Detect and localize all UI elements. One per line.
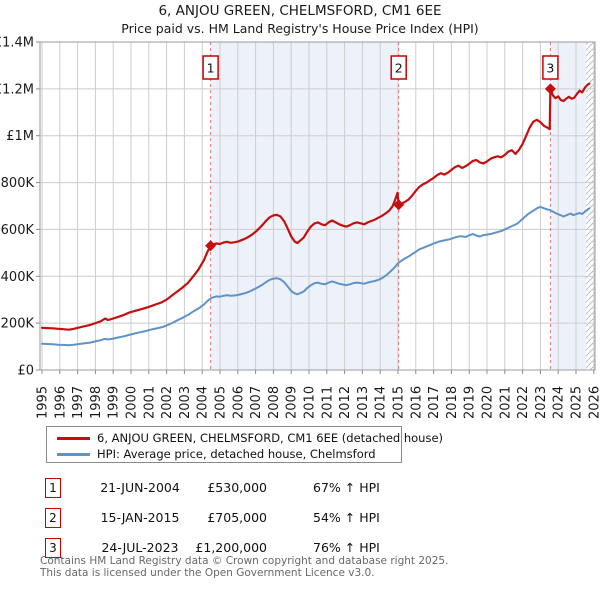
license-line-2: This data is licensed under the Open Gov… xyxy=(40,566,375,579)
sale-date: 24-JUL-2023 xyxy=(101,540,179,555)
x-tick-label: 1999 xyxy=(107,386,122,419)
x-tick-label: 2010 xyxy=(303,386,318,419)
y-tick-label: £800K xyxy=(0,176,34,191)
license-note: Contains HM Land Registry data © Crown c… xyxy=(40,555,600,579)
sale-row: 3 24-JUL-2023 £1,200,000 76% ↑ HPI xyxy=(0,534,600,564)
sale-row: 2 15-JAN-2015 £705,000 54% ↑ HPI xyxy=(0,504,600,534)
x-tick-label: 2011 xyxy=(320,386,335,419)
sale-row: 1 21-JUN-2004 £530,000 67% ↑ HPI xyxy=(0,474,600,504)
y-tick-label: £1.4M xyxy=(0,36,34,51)
sale-number: 3 xyxy=(546,61,554,76)
page-title: 6, ANJOU GREEN, CHELMSFORD, CM1 6EE xyxy=(158,3,442,19)
x-tick-label: 2023 xyxy=(534,386,549,419)
x-tick-label: 2002 xyxy=(160,386,175,419)
x-tick-label: 2006 xyxy=(231,386,246,419)
x-tick-label: 2012 xyxy=(338,386,353,419)
y-tick-label: £0 xyxy=(17,364,34,379)
sale-number-badge: 3 xyxy=(45,538,61,558)
price-history-chart: 1995 1996 1997 1998 1999 2000 2001 2002 2003 2004… xyxy=(0,36,600,420)
property-price-line xyxy=(40,82,591,331)
hpi-line-swatch xyxy=(57,452,90,456)
x-tick-label: 2026 xyxy=(587,386,600,419)
page-subtitle: Price paid vs. HM Land Registry's House … xyxy=(121,21,479,36)
sale-number: 2 xyxy=(395,61,403,76)
sale-number-box xyxy=(202,55,219,80)
sale-date: 15-JAN-2015 xyxy=(100,510,180,525)
legend-item-hpi: HPI: Average price, detached house, Chel… xyxy=(47,446,401,462)
y-tick-label: £1.2M xyxy=(0,82,34,97)
ownership-shade xyxy=(210,42,399,370)
sale-number-badge: 1 xyxy=(45,478,61,498)
x-tick-label: 2000 xyxy=(125,386,140,419)
sale-marker-diamond xyxy=(393,199,405,211)
sale-price: £530,000 xyxy=(207,480,267,495)
x-tick-label: 2005 xyxy=(214,386,229,419)
x-tick-label: 2003 xyxy=(178,386,193,419)
x-tick-label: 2019 xyxy=(463,386,478,419)
sale-number-badge: 2 xyxy=(45,508,61,528)
x-tick-label: 2020 xyxy=(481,386,496,419)
legend: 6, ANJOU GREEN, CHELMSFORD, CM1 6EE (det… xyxy=(46,426,443,463)
x-tick-label: 1996 xyxy=(53,386,68,419)
x-tick-label: 2001 xyxy=(142,386,157,419)
y-tick-label: £600K xyxy=(0,223,34,238)
x-tick-label: 2014 xyxy=(374,386,389,419)
x-tick-label: 1995 xyxy=(36,386,51,419)
x-tick-label: 1997 xyxy=(71,386,86,419)
x-tick-label: 2016 xyxy=(409,386,424,419)
x-tick-label: 2004 xyxy=(196,386,211,419)
y-tick-label: £200K xyxy=(0,317,34,332)
x-tick-label: 2009 xyxy=(285,386,300,419)
sale-price: £705,000 xyxy=(207,510,267,525)
legend-item-property: 6, ANJOU GREEN, CHELMSFORD, CM1 6EE (det… xyxy=(47,430,443,446)
x-tick-label: 2022 xyxy=(516,386,531,419)
sale-date: 21-JUN-2004 xyxy=(100,480,180,495)
sale-number-box xyxy=(542,55,559,80)
x-tick-label: 2008 xyxy=(267,386,282,419)
x-tick-label: 2013 xyxy=(356,386,371,419)
sale-vs-hpi: 54% ↑ HPI xyxy=(313,510,380,525)
x-tick-label: 2007 xyxy=(249,386,264,419)
property-line-swatch xyxy=(57,436,90,440)
sale-vs-hpi: 67% ↑ HPI xyxy=(313,480,380,495)
sale-number-box xyxy=(390,55,407,80)
x-tick-label: 2015 xyxy=(392,386,407,419)
y-tick-label: £400K xyxy=(0,270,34,285)
x-tick-label: 2017 xyxy=(427,386,442,419)
hpi-average-line xyxy=(41,205,591,347)
x-tick-label: 2025 xyxy=(570,386,585,419)
sale-marker-diamond xyxy=(205,240,217,252)
sale-vs-hpi: 76% ↑ HPI xyxy=(313,540,380,555)
sale-number: 1 xyxy=(207,61,215,76)
x-tick-label: 2021 xyxy=(498,386,513,419)
future-hatch xyxy=(585,42,595,370)
license-line-1: Contains HM Land Registry data © Crown c… xyxy=(40,555,449,567)
sale-price: £1,200,000 xyxy=(195,540,267,555)
x-tick-label: 2024 xyxy=(552,386,567,419)
legend-label-property: 6, ANJOU GREEN, CHELMSFORD, CM1 6EE (det… xyxy=(97,431,444,445)
y-tick-label: £1M xyxy=(6,129,34,144)
x-tick-label: 1998 xyxy=(89,386,104,419)
x-tick-label: 2018 xyxy=(445,386,460,419)
sales-table: 1 21-JUN-2004 £530,000 67% ↑ HPI 2 15-JAN-201… xyxy=(0,474,600,564)
sale-marker-diamond xyxy=(544,83,556,95)
legend-label-hpi: HPI: Average price, detached house, Chel… xyxy=(97,447,376,461)
